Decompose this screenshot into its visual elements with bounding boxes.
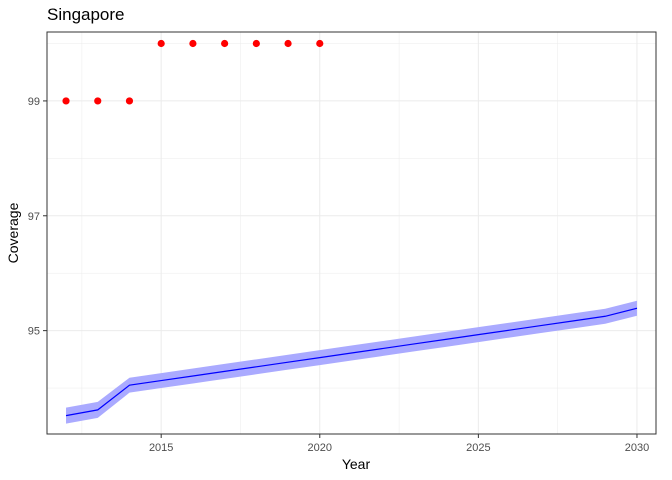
data-point	[157, 39, 165, 48]
data-point	[316, 39, 324, 48]
y-tick-label: 99	[28, 96, 40, 108]
x-tick-label: 2020	[308, 442, 332, 454]
data-point	[94, 97, 102, 105]
trend-line	[65, 307, 638, 417]
y-tick-label: 97	[28, 211, 40, 223]
confidence-band	[66, 300, 637, 424]
data-point	[125, 97, 134, 105]
data-point	[221, 39, 229, 48]
data-point	[252, 39, 260, 48]
grid	[47, 32, 656, 434]
x-tick-label: 2015	[149, 442, 173, 454]
y-axis-title: Coverage	[5, 202, 21, 263]
y-tick-label: 95	[28, 326, 40, 338]
data-point	[284, 39, 292, 48]
y-axis-ticks: 95 97 99	[28, 96, 47, 338]
x-axis-ticks: 2015 2020 2025 2030	[149, 434, 649, 454]
confidence-band-layer	[66, 300, 637, 424]
x-tick-label: 2030	[625, 442, 649, 454]
data-point	[62, 97, 70, 105]
observed-points-layer	[62, 39, 324, 105]
trend-line-layer	[65, 307, 638, 417]
chart-title: Singapore	[47, 5, 125, 24]
x-axis-title: Year	[342, 456, 371, 472]
x-tick-label: 2025	[466, 442, 490, 454]
panel-border	[46, 31, 657, 435]
data-point	[189, 39, 197, 48]
